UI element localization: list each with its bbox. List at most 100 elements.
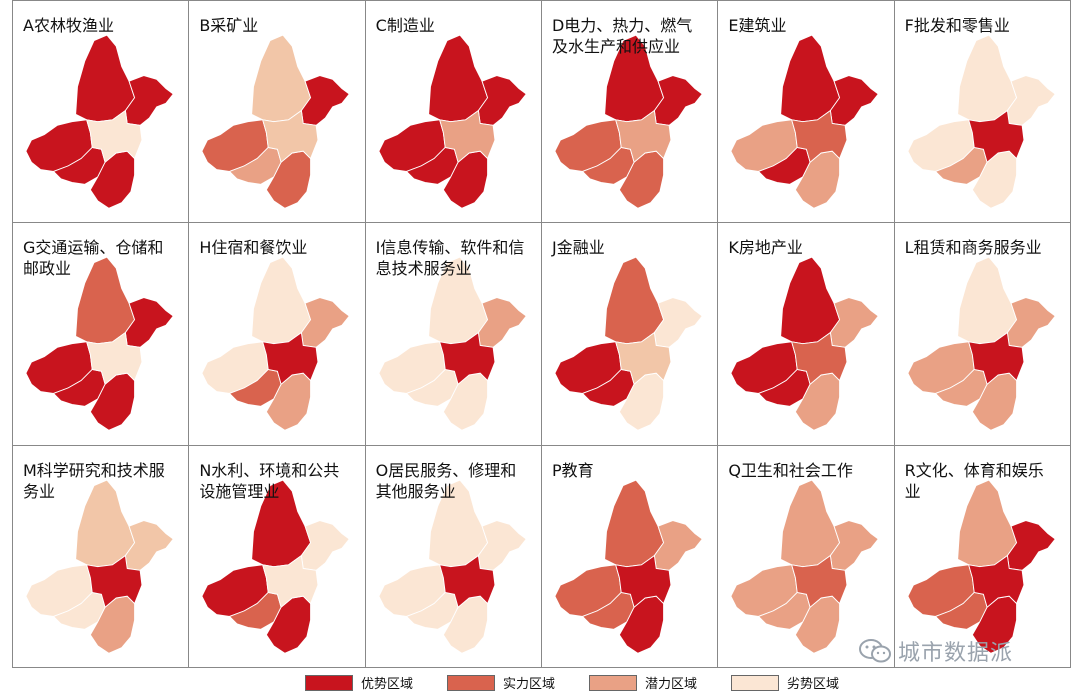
district-east	[301, 297, 351, 349]
legend-label: 实力区域	[503, 677, 556, 692]
district-map	[378, 34, 527, 209]
map-panel: Q卫生和社会工作	[718, 445, 895, 668]
panel-title: Q卫生和社会工作	[728, 460, 853, 480]
map-panel: I信息传输、软件和信息技术服务业	[365, 223, 542, 446]
panel-title: F批发和零售业	[904, 16, 1010, 35]
district-east	[830, 519, 880, 571]
district-center	[262, 109, 319, 164]
panel-title: O居民服务、修理和其他服务业	[375, 460, 517, 501]
legend-swatch	[447, 674, 496, 691]
legend-item: 优势区域	[305, 673, 413, 692]
panel-title: E建筑业	[728, 16, 787, 35]
legend: 优势区域 实力区域 潜力区域 劣势区域	[305, 673, 873, 692]
map-panel: D电力、热力、燃气及水生产和供应业	[541, 1, 719, 224]
district-east	[477, 297, 527, 349]
district-east	[830, 75, 880, 126]
watermark: 城市数据派	[858, 635, 1013, 667]
wechat-icon	[859, 639, 891, 663]
map-panel: L租赁和商务服务业	[894, 223, 1071, 446]
district-east	[1006, 297, 1056, 349]
district-east	[124, 75, 174, 126]
map-panel: C制造业	[365, 1, 542, 224]
district-east	[653, 297, 703, 349]
legend-label: 潜力区域	[645, 677, 698, 692]
district-north	[427, 34, 488, 123]
district-map	[907, 256, 1056, 432]
panel-title: K房地产业	[728, 238, 803, 258]
district-map	[554, 479, 703, 654]
district-center	[438, 109, 496, 164]
district-center	[967, 332, 1025, 386]
panel-title: G交通运输、仓储和邮政业	[23, 238, 164, 279]
district-center	[438, 332, 496, 386]
watermark-text: 城市数据派	[898, 641, 1014, 666]
legend-swatch	[589, 674, 638, 691]
panel-title: I信息传输、软件和信息技术服务业	[375, 238, 525, 279]
district-map	[25, 34, 174, 209]
district-north	[251, 256, 312, 345]
district-east	[301, 75, 351, 126]
legend-label: 劣势区域	[787, 677, 840, 692]
district-north	[956, 256, 1017, 345]
district-east	[653, 519, 703, 571]
panel-title: J金融业	[551, 238, 605, 258]
district-center	[86, 332, 143, 386]
district-north	[604, 256, 665, 345]
district-east	[124, 519, 174, 571]
district-center	[438, 554, 496, 608]
map-panel: R文化、体育和娱乐业	[894, 445, 1071, 668]
district-north	[604, 479, 665, 567]
panel-title: B采矿业	[199, 16, 259, 35]
district-map	[378, 479, 527, 654]
legend-swatch	[305, 674, 353, 691]
district-north	[780, 34, 841, 123]
panel-title: N水利、环境和公共设施管理业	[199, 460, 340, 501]
map-panel: F批发和零售业	[894, 1, 1071, 224]
district-north	[956, 34, 1017, 123]
panel-title: H住宿和餐饮业	[199, 238, 308, 258]
district-north	[251, 34, 312, 123]
district-map	[201, 479, 351, 654]
map-grid: A农林牧渔业 B采矿业 C制造业 D电力、热力、燃气及水生产和供应业 E建筑业 F批发和零…	[12, 0, 1071, 668]
panel-title: D电力、热力、燃气及水生产和供应业	[551, 16, 693, 56]
district-map	[730, 479, 880, 654]
map-panel: N水利、环境和公共设施管理业	[189, 445, 366, 668]
district-center	[791, 554, 848, 608]
district-north	[780, 256, 841, 345]
district-east	[1006, 519, 1056, 571]
district-east	[301, 519, 351, 571]
district-north	[75, 34, 136, 123]
district-east	[124, 297, 174, 349]
map-panel: P教育	[541, 445, 719, 668]
panel-title: A农林牧渔业	[23, 16, 114, 35]
district-map	[907, 34, 1056, 209]
district-map	[730, 34, 880, 209]
panel-title: P教育	[551, 460, 594, 480]
legend-label: 优势区域	[361, 677, 414, 692]
district-center	[615, 332, 672, 386]
district-center	[262, 554, 319, 608]
district-east	[477, 519, 527, 571]
district-map	[25, 479, 174, 654]
legend-item: 劣势区域	[731, 673, 839, 692]
district-east	[477, 75, 527, 126]
map-panel: J金融业	[541, 223, 719, 446]
district-north	[780, 479, 841, 567]
map-panel: K房地产业	[718, 223, 895, 446]
district-center	[615, 109, 672, 164]
panel-title: L租赁和商务服务业	[904, 238, 1042, 258]
district-center	[791, 332, 848, 386]
district-center	[615, 554, 672, 608]
district-center	[86, 109, 143, 164]
district-map	[554, 256, 703, 432]
district-center	[967, 109, 1025, 164]
legend-item: 潜力区域	[589, 673, 697, 692]
district-map	[25, 256, 174, 432]
map-panel: A农林牧渔业	[13, 1, 190, 224]
map-panel: G交通运输、仓储和邮政业	[13, 223, 190, 446]
district-east	[653, 75, 703, 126]
map-panel: M科学研究和技术服务业	[13, 445, 190, 668]
district-map	[201, 256, 351, 432]
district-map	[378, 256, 527, 432]
district-map	[554, 34, 703, 209]
